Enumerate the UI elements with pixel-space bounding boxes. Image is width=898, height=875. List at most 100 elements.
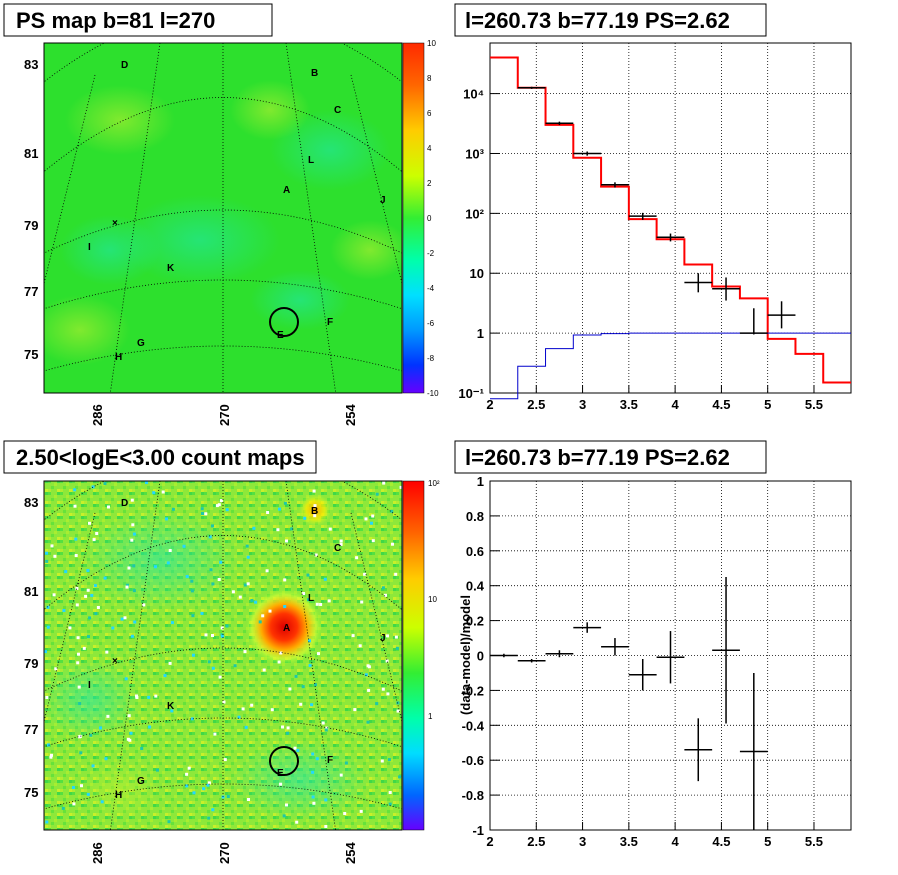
- spectrum-x-tick-label: 4.5: [712, 397, 730, 412]
- count-map-pixel: [391, 542, 394, 546]
- spectrum-x-tick-label: 3: [579, 397, 586, 412]
- spectrum-data-point: [684, 273, 713, 293]
- count-map-pixel: [168, 549, 172, 552]
- count-map-pixel: [170, 621, 174, 625]
- count-map-pixel: [366, 720, 370, 724]
- ps-map-title-box: PS map b=81 l=270: [3, 3, 273, 37]
- count-map-pixel: [262, 668, 266, 672]
- cnt-scale-label: 10²: [428, 479, 440, 488]
- count-map-pixel: [72, 802, 76, 806]
- ps-scale-label: 10: [427, 39, 436, 48]
- cnt-source-label-h: H: [115, 790, 122, 801]
- count-map-pixel: [132, 564, 136, 568]
- count-map-pixel: [245, 544, 249, 548]
- cnt-source-label-i: I: [88, 680, 91, 691]
- residual-y-tick-label: 0.6: [466, 544, 484, 559]
- count-map-pixel: [344, 761, 348, 765]
- count-map-pixel: [78, 702, 82, 705]
- count-map-pixel: [351, 634, 355, 638]
- count-map-pixel: [226, 795, 230, 798]
- count-map-pixel: [52, 593, 56, 597]
- residual-x-tick-label: 5.5: [805, 834, 823, 849]
- count-map-pixel: [302, 592, 306, 595]
- count-map-pixel: [311, 795, 315, 799]
- residual-y-tick-label: 0.4: [466, 579, 485, 594]
- count-map-pixel: [54, 667, 58, 671]
- count-map-pixel: [131, 523, 135, 527]
- count-map-pixel: [104, 757, 108, 761]
- count-map-pixel: [219, 499, 223, 503]
- count-map-pixel: [327, 599, 331, 603]
- count-map-pixel: [45, 551, 48, 555]
- count-map-pixel: [64, 570, 68, 574]
- count-map-pixel: [314, 553, 318, 557]
- count-map-pixel: [220, 634, 224, 638]
- residual-data-point: [545, 650, 574, 658]
- ps-map-frame: [43, 42, 403, 394]
- count-map-pixel: [73, 488, 77, 492]
- count-map-pixel: [241, 707, 245, 711]
- count-map-pixel: [86, 588, 90, 592]
- count-map-pixel: [278, 507, 281, 511]
- count-map-pixel: [105, 650, 109, 654]
- cnt-lon-tick: 270: [217, 842, 232, 864]
- count-map-pixel: [201, 512, 204, 515]
- count-map-pixel: [328, 527, 332, 531]
- cnt-source-label-l: L: [308, 593, 314, 604]
- count-map-pixel: [363, 572, 367, 576]
- count-map-pixel: [133, 620, 137, 624]
- count-map-pixel: [254, 600, 258, 604]
- count-map-pixel: [75, 586, 79, 590]
- spectrum-y-tick-label: 1: [477, 326, 484, 341]
- count-map-pixel: [99, 726, 102, 730]
- ps-scale-label: -8: [427, 354, 435, 363]
- spectrum-data-point: [739, 308, 768, 335]
- count-map-pixel: [154, 694, 158, 698]
- count-map-source-a-hotspot: [246, 589, 322, 665]
- spectrum-panel: 2 2.5 3 3.5 4 4.5 5 5.5 10⁻¹ 1 10 10² 10³ 10⁴: [458, 42, 852, 412]
- count-map-pixel: [324, 728, 328, 732]
- residual-data-point: [573, 622, 602, 633]
- ps-map-texture: [44, 43, 402, 393]
- count-map-pixel: [185, 575, 189, 578]
- spectrum-data-point: [712, 277, 740, 301]
- count-map-pixel: [192, 791, 196, 795]
- cnt-lat-tick: 81: [24, 584, 38, 599]
- count-map-pixel: [190, 717, 194, 721]
- cnt-source-label-j: J: [380, 633, 386, 644]
- cnt-source-label-d: D: [121, 498, 128, 509]
- ps-scale-label: -6: [427, 319, 435, 328]
- count-map-pixel: [288, 687, 292, 691]
- count-map-pixel: [252, 526, 256, 530]
- residual-x-tick-label: 3.5: [620, 834, 638, 849]
- count-map-pixel: [307, 598, 310, 602]
- count-map-pixel: [283, 605, 287, 608]
- count-map-title-box: 2.50<logE<3.00 count maps: [3, 440, 317, 474]
- ps-scale-label: -4: [427, 284, 435, 293]
- count-map-pixel: [382, 481, 386, 485]
- count-map-pixel: [398, 775, 402, 779]
- residual-y-tick-label: -0.6: [462, 753, 484, 768]
- residual-ticks: 2 2.5 3 3.5 4 4.5 5 5.5 1 0.8 0.6 0.4 0.2 0 -0.2 -0.4 -0…: [462, 474, 823, 849]
- ps-source-label-h: H: [115, 352, 122, 363]
- residual-series: [490, 576, 768, 830]
- count-map-pixel: [68, 626, 72, 630]
- ps-source-label-b: B: [311, 68, 318, 79]
- cnt-lat-tick: 79: [24, 656, 38, 671]
- count-map-pixel: [127, 566, 131, 570]
- count-map-pixel: [147, 695, 151, 699]
- count-map-pixel: [266, 511, 270, 514]
- count-map-pixel: [76, 636, 80, 640]
- count-map-test-position-circle: [269, 746, 299, 776]
- count-map-pixel: [364, 517, 368, 521]
- ps-map-color-scale: [402, 42, 425, 394]
- ps-scale-label: 4: [427, 144, 432, 153]
- count-map-pixel: [154, 565, 157, 569]
- count-map-pixel: [370, 521, 373, 525]
- count-map-pixel: [222, 700, 226, 704]
- ps-lat-tick: 75: [24, 347, 38, 362]
- count-map-pixel: [89, 733, 93, 737]
- count-map-pixel: [399, 485, 402, 489]
- count-map-pixel: [200, 507, 204, 511]
- count-map-pixel: [96, 606, 100, 609]
